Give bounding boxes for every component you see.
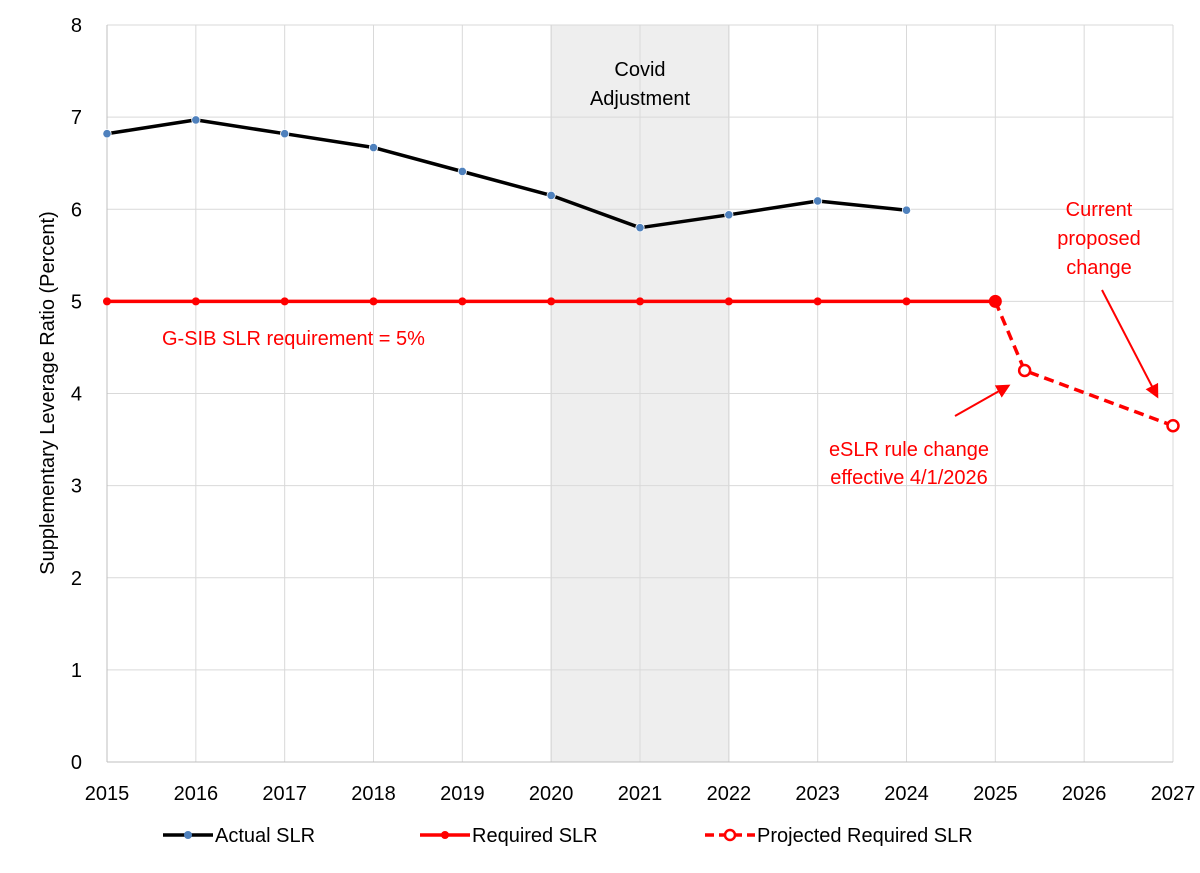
actual-point: [635, 223, 645, 233]
x-tick-label: 2019: [440, 783, 485, 805]
x-tick-label: 2017: [262, 783, 307, 805]
current-proposed-change-label: change: [1066, 257, 1132, 279]
x-tick-label: 2024: [884, 783, 929, 805]
series-line-projected-required-slr: [993, 300, 1174, 428]
x-tick-label: 2021: [618, 783, 663, 805]
x-tick-label: 2027: [1151, 783, 1196, 805]
current-proposed-change-label: proposed: [1057, 228, 1140, 250]
legend-swatch-marker: [723, 828, 737, 842]
actual-point: [457, 166, 467, 177]
actual-point: [102, 129, 112, 139]
x-tick-label: 2025: [973, 783, 1018, 805]
x-tick-label: 2026: [1062, 783, 1107, 805]
y-tick-label: 6: [71, 199, 82, 221]
required-point: [369, 297, 378, 306]
required-point: [280, 297, 289, 306]
x-tick-label: 2016: [174, 783, 219, 805]
required-point: [547, 297, 556, 306]
projected-point: [988, 294, 1002, 308]
legend-label: Required SLR: [472, 825, 598, 847]
legend-entry: Projected Required SLR: [705, 825, 973, 847]
y-tick-label: 5: [71, 291, 82, 313]
y-tick-label: 3: [71, 476, 82, 498]
actual-point: [724, 210, 734, 220]
x-tick-label: 2022: [707, 783, 752, 805]
gridlines: [106, 24, 1174, 763]
series: [102, 115, 1180, 433]
current-proposed-change-label: Current: [1066, 199, 1133, 221]
y-tick-label: 2: [71, 568, 82, 590]
x-tick-label: 2018: [351, 783, 396, 805]
required-point: [191, 297, 200, 306]
required-point: [724, 297, 733, 306]
required-point: [902, 297, 911, 306]
gsib-requirement-label: G-SIB SLR requirement = 5%: [162, 328, 425, 350]
x-tick-label: 2015: [85, 783, 130, 805]
y-tick-label: 0: [71, 752, 82, 774]
axes: 0 1 2 3 4 5 6 7 8 2015 2016 2017 2018 2019 2020 2021 202…: [71, 15, 1195, 805]
legend-label: Projected Required SLR: [757, 825, 973, 847]
y-tick-label: 8: [71, 15, 82, 37]
actual-point: [368, 142, 379, 153]
legend-entry: Required SLR: [420, 825, 598, 847]
legend: Actual SLR Required SLR Projected Required…: [163, 825, 973, 847]
actual-point: [901, 205, 912, 215]
actual-point: [813, 196, 823, 206]
eslr-rule-change-label: effective 4/1/2026: [830, 467, 988, 489]
series-line-actual-slr: [106, 118, 907, 230]
projected-point: [1017, 363, 1032, 378]
legend-swatch-marker: [441, 831, 449, 839]
actual-point: [546, 190, 556, 201]
annotations: G-SIB SLR requirement = 5% eSLR rule chan…: [162, 199, 1159, 489]
actual-point: [191, 115, 201, 125]
y-tick-label: 1: [71, 660, 82, 682]
eslr-arrow: [954, 384, 1011, 417]
legend-swatch-marker: [184, 831, 192, 839]
required-point: [636, 297, 644, 306]
y-tick-label: 4: [71, 384, 82, 406]
eslr-rule-change-label: eSLR rule change: [829, 439, 989, 461]
legend-label: Actual SLR: [215, 825, 315, 847]
required-point: [103, 297, 111, 306]
required-point: [813, 297, 822, 306]
x-tick-label: 2020: [529, 783, 574, 805]
required-point: [458, 297, 467, 306]
legend-entry: Actual SLR: [163, 825, 315, 847]
x-tick-label: 2023: [795, 783, 840, 805]
actual-point: [280, 129, 290, 139]
proposed-change-arrow: [1101, 289, 1159, 399]
projected-point: [1166, 418, 1180, 433]
y-axis-label: Supplementary Leverage Ratio (Percent): [37, 211, 59, 575]
y-tick-label: 7: [71, 107, 82, 129]
